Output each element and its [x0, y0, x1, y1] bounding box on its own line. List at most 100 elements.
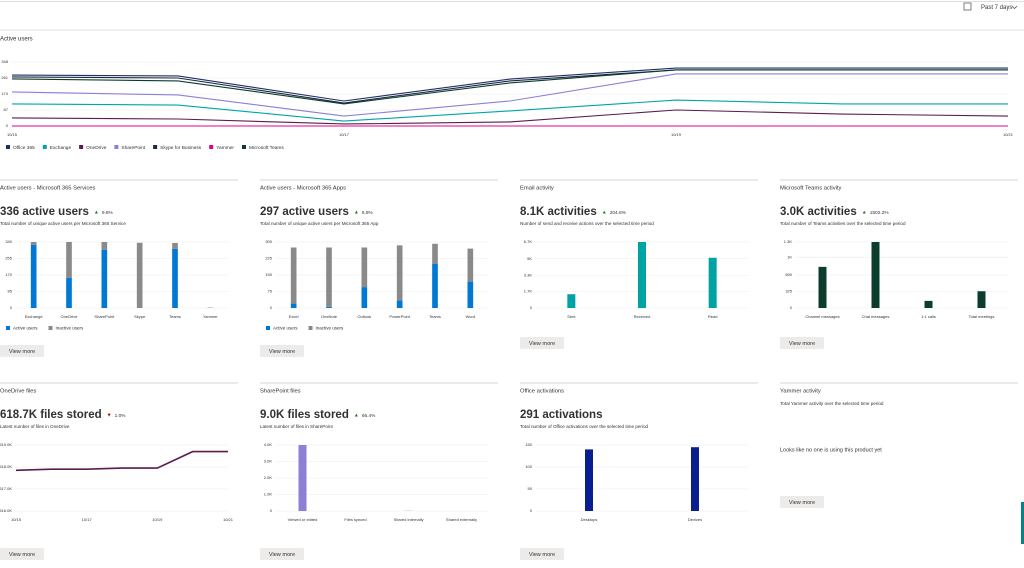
button-label[interactable]: View more [269, 349, 295, 355]
y-tick-label: 348 [1, 59, 8, 64]
y-tick-label: 1K [787, 254, 792, 259]
bar [585, 449, 593, 511]
y-tick-label: 1.3K [784, 239, 793, 244]
x-tick-label: OneDrive [61, 314, 79, 319]
y-tick-label: 650 [785, 272, 792, 277]
legend-swatch [266, 326, 270, 330]
y-tick-label: 2.0K [264, 475, 273, 480]
trend-change: 1502.2% [870, 210, 890, 216]
y-tick-label: 4.0K [264, 442, 273, 447]
legend-swatch [114, 145, 118, 149]
bar-segment [326, 248, 332, 307]
legend-swatch [6, 145, 10, 149]
card-title: OneDrive files [0, 389, 37, 395]
card-description: Latest number of files in OneDrive [0, 424, 70, 429]
trend-change: 1.0% [115, 413, 127, 419]
y-tick-label: 3.0K [264, 459, 273, 464]
button-label[interactable]: View more [269, 552, 295, 558]
view-more-button[interactable]: View more [520, 337, 564, 349]
x-tick-label: Excel [289, 314, 299, 319]
button-label[interactable]: View more [529, 552, 555, 558]
y-tick-label: 75 [268, 289, 273, 294]
y-tick-label: 0 [530, 305, 533, 310]
bar [872, 242, 880, 308]
view-more-button[interactable]: View more [0, 548, 44, 560]
card-description: Total number of unique active users per … [260, 221, 379, 226]
legend-label: OneDrive [86, 145, 107, 151]
x-tick-label: Viewed or edited [288, 517, 318, 522]
legend-swatch [43, 145, 47, 149]
y-tick-label: 619.0K [0, 442, 12, 447]
y-tick-label: 618.0K [0, 464, 12, 469]
y-tick-label: 0 [270, 305, 273, 310]
x-tick-label: 10/15 [7, 132, 18, 137]
bar [709, 258, 717, 308]
card-description: Total number of Office activations over … [520, 424, 649, 429]
legend-label: Inactive users [316, 326, 345, 331]
bar-segment [172, 249, 178, 308]
y-tick-label: 5K [527, 256, 532, 261]
view-more-button[interactable]: View more [780, 496, 824, 508]
button-label[interactable]: View more [529, 341, 555, 347]
y-tick-label: 0 [270, 508, 273, 513]
bar [819, 267, 827, 308]
x-tick-label: Chat messages [862, 314, 890, 319]
button-label[interactable]: View more [9, 349, 35, 355]
view-more-button[interactable]: View more [260, 345, 304, 357]
trend-change: 9.8% [102, 210, 114, 216]
card-description: Number of send and receive actions over … [520, 221, 654, 226]
card-title: Active users - Microsoft 365 Apps [260, 186, 346, 192]
trend-arrow: ▲ [602, 209, 607, 215]
y-tick-label: 150 [525, 442, 532, 447]
card-description: Latest number of files in SharePoint [260, 424, 333, 429]
bar [299, 445, 307, 511]
period-label[interactable]: Past 7 days [981, 5, 1012, 11]
card-description: Total number of Teams activities over th… [780, 221, 906, 226]
series-line [12, 70, 1008, 103]
card-description: Total number of unique active users per … [0, 221, 126, 226]
legend-swatch [79, 145, 83, 149]
bar [925, 301, 933, 308]
x-tick-label: PowerPoint [389, 314, 410, 319]
y-tick-label: 150 [265, 272, 272, 277]
trend-arrow: ▲ [354, 209, 359, 215]
bar-segment [137, 243, 143, 308]
x-tick-label: 10/15 [11, 517, 22, 522]
period-picker[interactable]: Past 7 days [964, 3, 1017, 11]
bar-segment [291, 304, 297, 308]
trend-arrow: ▲ [94, 209, 99, 215]
series-line [12, 100, 1008, 121]
x-tick-label: 10/19 [152, 517, 163, 522]
legend-swatch [209, 145, 213, 149]
button-label[interactable]: View more [9, 552, 35, 558]
legend-swatch [309, 326, 313, 330]
series-line [12, 68, 1008, 101]
x-tick-label: 10/19 [671, 132, 682, 137]
card-title: Active users - Microsoft 365 Services [0, 186, 95, 192]
empty-message: Looks like no one is using this product … [780, 447, 882, 453]
series-line [12, 110, 1008, 124]
y-tick-label: 174 [1, 91, 8, 96]
x-tick-label: Exchange [25, 314, 44, 319]
card-description: Total Yammer activity over the selected … [780, 401, 884, 406]
y-tick-label: 6.7K [524, 239, 533, 244]
legend-label: Active users [273, 326, 298, 331]
y-tick-label: 87 [4, 107, 9, 112]
card-headline: 9.0K files stored [260, 409, 349, 421]
bar-segment [102, 242, 108, 250]
view-more-button[interactable]: View more [0, 345, 44, 357]
view-more-button[interactable]: View more [780, 337, 824, 349]
legend-label: Exchange [50, 145, 72, 151]
y-tick-label: 261 [1, 75, 8, 80]
bar-segment [468, 282, 474, 308]
view-more-button[interactable]: View more [260, 548, 304, 560]
button-label[interactable]: View more [789, 341, 815, 347]
y-tick-label: 50 [528, 486, 533, 491]
bar-segment [432, 264, 438, 308]
button-label[interactable]: View more [789, 500, 815, 506]
view-more-button[interactable]: View more [520, 548, 564, 560]
x-tick-label: Channel messages [805, 314, 839, 319]
x-tick-label: Desktops [581, 517, 598, 522]
trend-change: 6.8% [362, 210, 374, 216]
